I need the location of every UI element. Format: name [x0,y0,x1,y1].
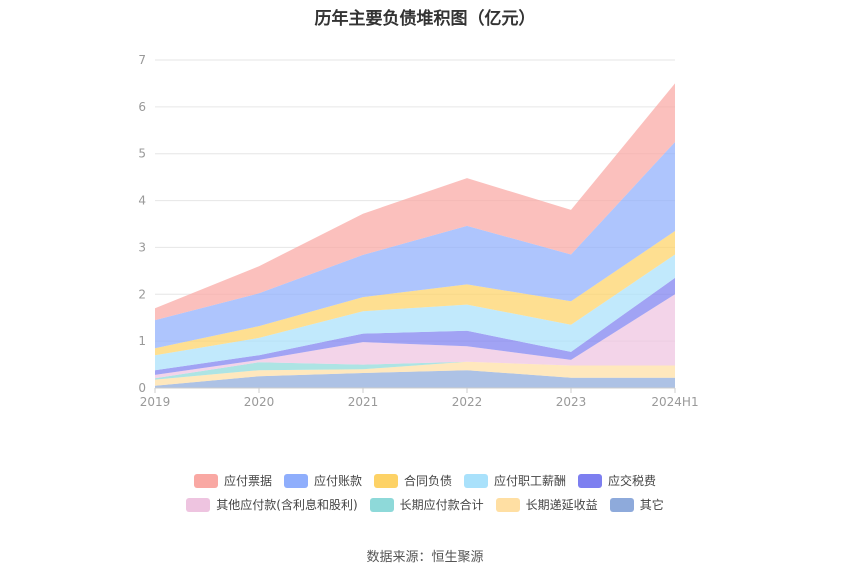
y-tick-label: 0 [138,381,146,395]
area-series-1 [155,361,675,386]
legend-label: 长期应付款合计 [399,498,484,512]
legend-item[interactable]: 应交税费 [578,472,656,489]
legend-item[interactable]: 长期递延收益 [495,496,598,513]
y-tick-label: 3 [138,240,146,254]
y-tick-label: 7 [138,53,146,67]
legend-label: 其他应付款(含利息和股利) [216,498,358,512]
legend-row-2: 其他应付款(含利息和股利) 长期应付款合计 长期递延收益 其它 [0,496,850,513]
legend-item[interactable]: 应付账款 [283,472,362,489]
x-tick-label: 2019 [140,395,171,409]
y-tick-label: 4 [138,194,146,208]
y-tick-label: 5 [138,147,146,161]
data-source-note: 数据来源：恒生聚源 [366,550,484,565]
y-tick-label: 2 [138,287,146,301]
legend-swatch [186,497,211,512]
legend-item[interactable]: 合同负债 [373,472,452,489]
legend-label: 应付票据 [223,474,272,488]
legend-swatch [193,473,218,488]
legend-label: 其它 [639,498,664,512]
legend-swatch [369,497,394,512]
legend-swatch [609,497,634,512]
legend-item[interactable]: 其它 [609,496,664,513]
area-series-8 [155,83,675,321]
x-tick-label: 2021 [348,395,379,409]
legend-label: 应付账款 [313,474,362,488]
legend-swatch [283,473,308,488]
area-series-2 [155,361,675,380]
legend-item[interactable]: 应付职工薪酬 [464,472,566,489]
legend-label: 应交税费 [608,474,657,488]
area-series-layer [155,83,675,388]
legend-item[interactable]: 其他应付款(含利息和股利) [186,496,358,513]
legend-swatch [495,497,520,512]
legend-label: 合同负债 [403,474,452,488]
legend-label: 长期递延收益 [525,498,598,512]
legend-swatch [578,473,603,488]
x-tick-label: 2020 [244,395,275,409]
area-series-4 [155,277,675,375]
area-series-7 [155,142,675,349]
x-tick-label: 2023 [556,395,587,409]
chart-title: 历年主要负债堆积图（亿元） [314,9,536,29]
axis-layer: 0 1 2 3 4 5 6 7 2019 2020 2021 2022 2023 2024H1 [138,53,698,409]
area-series-5 [155,254,675,371]
x-tick-label: 2022 [452,395,483,409]
y-tick-label: 6 [138,100,146,114]
legend-row-1: 应付票据 应付账款 合同负债 应付职工薪酬 应交税费 [0,472,850,489]
area-series-3 [155,294,675,379]
legend-item[interactable]: 应付票据 [193,472,272,489]
legend-swatch [373,473,398,488]
legend-label: 应付职工薪酬 [494,474,567,488]
legend-item[interactable]: 长期应付款合计 [369,496,484,513]
area-series-0 [155,370,675,388]
x-tick-label: 2024H1 [651,395,698,409]
legend: 应付票据 应付账款 合同负债 应付职工薪酬 应交税费 其他应付款(含利息和股利) 长期应付… [0,472,850,520]
area-series-6 [155,231,675,356]
legend-swatch [464,473,488,488]
y-tick-label: 1 [138,334,146,348]
